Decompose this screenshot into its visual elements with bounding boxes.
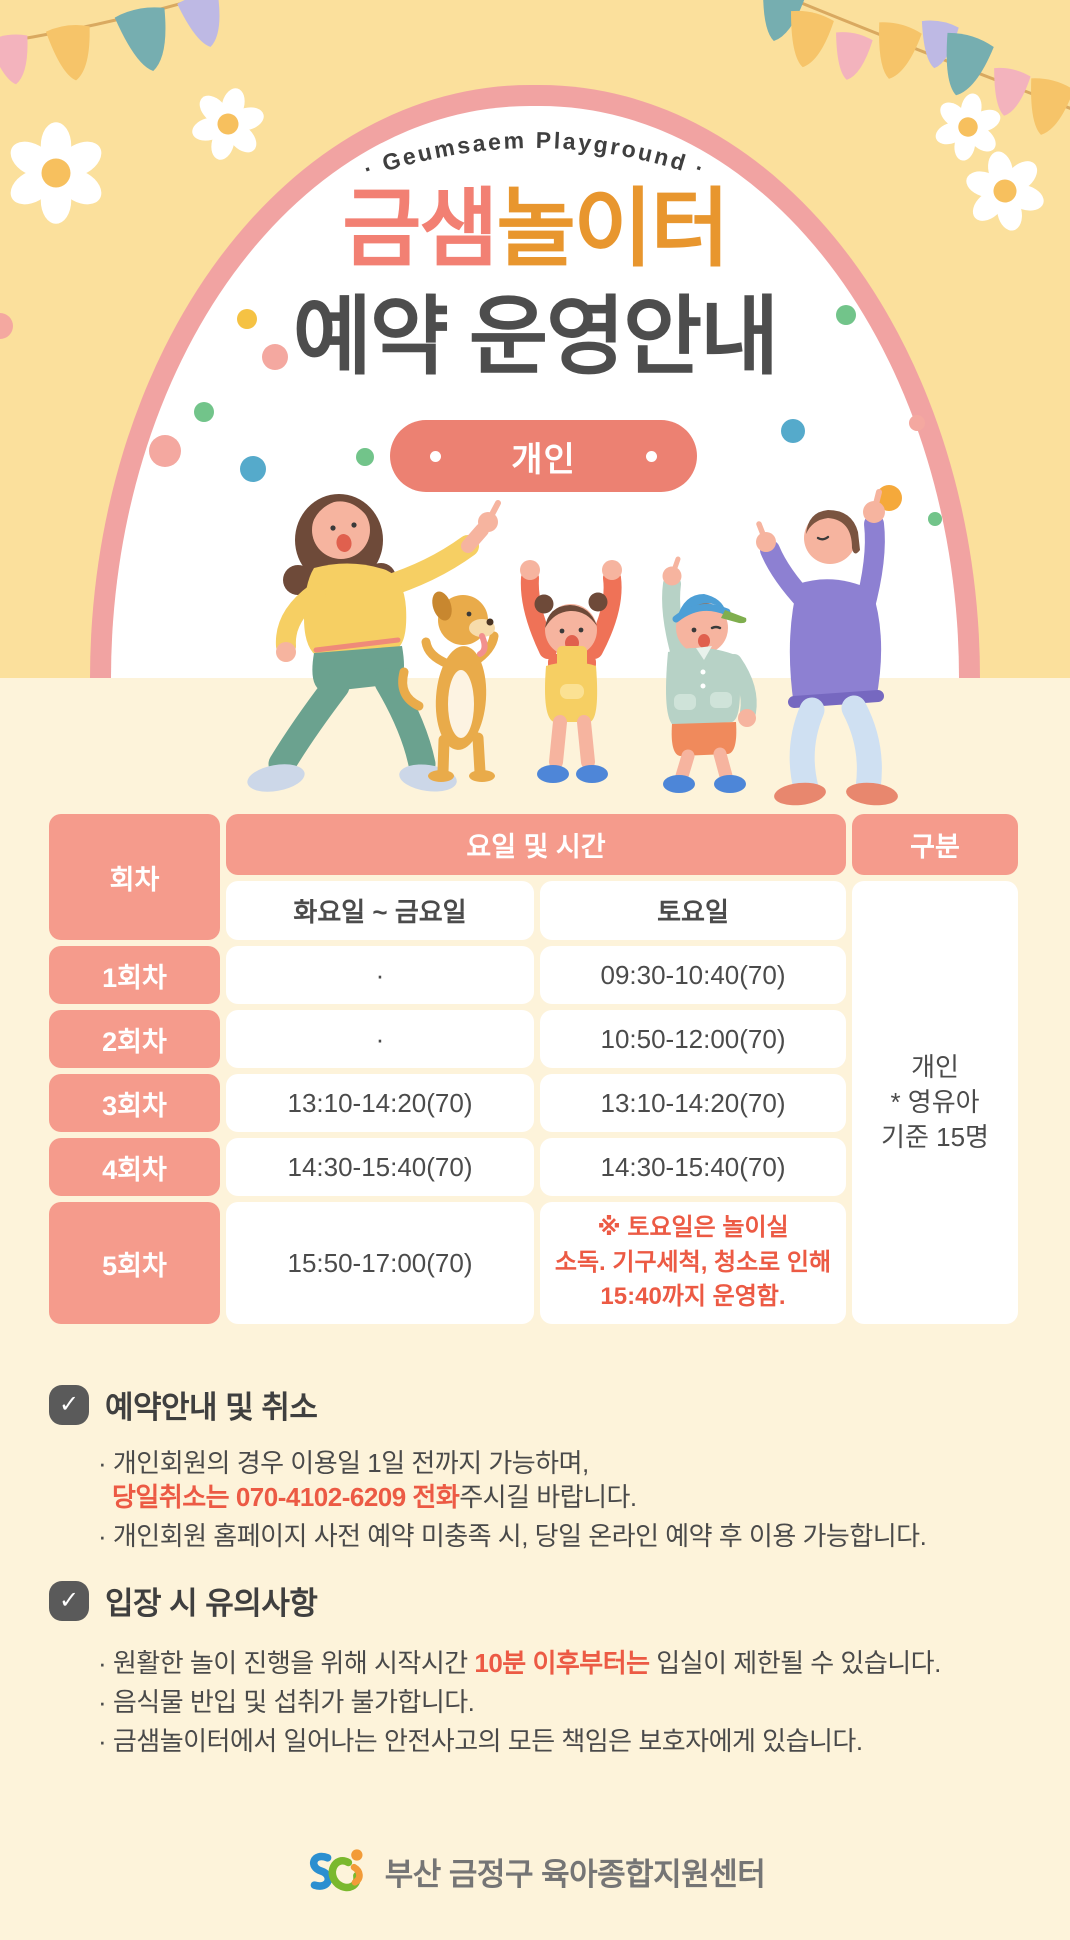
schedule-table: 회차 요일 및 시간 구분 화요일 ~ 금요일 토요일 개인 * 영유아 기준 … [49,814,1018,1324]
table-header-category: 구분 [852,814,1018,875]
weekday-time-cell: 14:30-15:40(70) [226,1138,534,1196]
table-subheader-weekday: 화요일 ~ 금요일 [226,881,534,940]
saturday-time-cell: 09:30-10:40(70) [540,946,846,1004]
arc-caption-text: · Geumsaem Playground · [360,127,707,182]
badge-label: 개인 [511,440,576,479]
confetti-dot [836,305,856,325]
girl-figure [520,560,622,783]
confetti-dot [237,309,257,329]
saturday-note-line: 15:40까지 운영함. [600,1283,786,1311]
poster-title-accent: 금샘 [342,181,498,277]
confetti-dot [262,344,288,370]
saturday-note-line: ※ 토요일은 놀이실 [597,1213,789,1241]
category-line: 개인 [911,1051,959,1082]
table-header-daytime: 요일 및 시간 [226,814,846,875]
org-logo-icon [309,1849,363,1892]
weekday-time-cell: · [226,1010,534,1068]
reservation-bullet-2: · 개인회원 홈페이지 사전 예약 미충족 시, 당일 온라인 예약 후 이용 … [98,1521,927,1551]
confetti-dot [240,456,266,482]
table-subheader-saturday: 토요일 [540,881,846,940]
check-icon: ✓ [49,1384,89,1425]
svg-text:· Geumsaem Playground ·: · Geumsaem Playground · [360,127,709,182]
saturday-note-line: 소독. 기구세척, 청소로 인해 [554,1248,832,1276]
daisy-flower [182,78,274,170]
section-entry-heading: ✓ 입장 시 유의사항 [49,1578,318,1623]
org-name: 부산 금정구 육아종합지원센터 [384,1856,766,1892]
boy-figure [662,556,757,793]
entry-bullet-3: · 금샘놀이터에서 일어나는 안전사고의 모든 책임은 보호자에게 있습니다. [98,1726,863,1756]
category-line: 기준 15명 [881,1122,989,1153]
confetti-dot [909,415,925,431]
poster-title: 금샘놀이터 [0,186,1070,272]
section-title: 입장 시 유의사항 [105,1586,318,1621]
confetti-dot [781,419,805,443]
reservation-bullet-1: · 개인회원의 경우 이용일 1일 전까지 가능하며, [98,1448,589,1478]
badge-left-dot [430,450,441,462]
bunting-right [750,0,1070,140]
bullet-text: 주시길 바랍니다. [459,1482,637,1512]
footer: 부산 금정구 육아종합지원센터 [0,1842,1070,1900]
poster-subtitle: 예약 운영안내 [292,289,780,385]
confetti-dot [928,512,942,526]
mom-figure [247,494,501,792]
family-illustration [247,489,898,806]
confetti-dot [0,313,13,339]
bullet-text: · 원활한 놀이 진행을 위해 시작시간 [98,1648,475,1678]
bullet-text: 입실이 제한될 수 있습니다. [649,1648,941,1678]
dog-figure [398,591,499,782]
poster-title-rest: 놀이터 [496,181,729,277]
section-title: 예약안내 및 취소 [105,1390,318,1425]
confetti-dot [149,435,181,467]
category-badge-button[interactable]: 개인 [390,420,697,492]
row-label: 3회차 [49,1074,220,1132]
weekday-time-cell: · [226,946,534,1004]
section-reservation-heading: ✓ 예약안내 및 취소 [49,1382,318,1427]
time-limit-highlight: 10분 이후부터는 [474,1648,650,1678]
category-line: * 영유아 [890,1086,980,1117]
weekday-time-cell: 13:10-14:20(70) [226,1074,534,1132]
saturday-note-cell: ※ 토요일은 놀이실 소독. 기구세척, 청소로 인해 15:40까지 운영함. [540,1202,846,1324]
saturday-time-cell: 10:50-12:00(70) [540,1010,846,1068]
phone-highlight: 당일취소는 070-4102-6209 전화 [112,1482,460,1512]
check-icon: ✓ [49,1580,89,1621]
row-label: 1회차 [49,946,220,1004]
entry-bullet-1: · 원활한 놀이 진행을 위해 시작시간 10분 이후부터는 입실이 제한될 수… [98,1643,941,1680]
badge-right-dot [646,450,657,462]
decor-graphics [0,0,1070,239]
row-label: 4회차 [49,1138,220,1196]
entry-bullet-2: · 음식물 반입 및 섭취가 불가합니다. [98,1687,475,1717]
confetti-dot [356,448,374,466]
confetti-dot [194,402,214,422]
reservation-bullet-1-cont: 당일취소는 070-4102-6209 전화주시길 바랍니다. [112,1477,637,1514]
row-label: 5회차 [49,1202,220,1324]
table-header-session: 회차 [49,814,220,940]
bunting-left [0,0,230,88]
arc-caption: · Geumsaem Playground · [360,127,709,182]
table-category-cell: 개인 * 영유아 기준 15명 [852,881,1018,1324]
row-label: 2회차 [49,1010,220,1068]
dad-figure [756,489,898,806]
saturday-time-cell: 14:30-15:40(70) [540,1138,846,1196]
weekday-time-cell: 15:50-17:00(70) [226,1202,534,1324]
saturday-time-cell: 13:10-14:20(70) [540,1074,846,1132]
